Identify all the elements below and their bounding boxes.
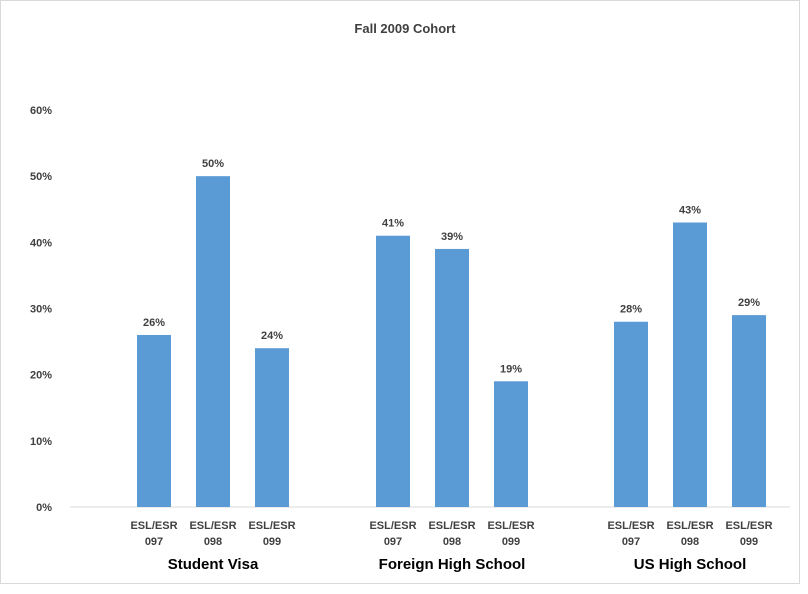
category-label: ESL/ESR: [607, 520, 654, 532]
bar: [494, 381, 528, 507]
bar: [732, 315, 766, 507]
category-label: ESL/ESR: [248, 520, 295, 532]
data-label: 26%: [143, 317, 165, 329]
y-tick-label: 0%: [36, 502, 52, 514]
data-label: 39%: [441, 231, 463, 243]
category-label: ESL/ESR: [369, 520, 416, 532]
group-labels: Student Visa Foreign High School US High S…: [168, 556, 747, 573]
bar: [376, 235, 410, 507]
group-label: Student Visa: [168, 556, 259, 573]
bar: [435, 248, 469, 507]
category-label: 098: [443, 536, 461, 548]
bar: [614, 321, 648, 507]
group-label: Foreign High School: [379, 556, 526, 573]
category-label: ESL/ESR: [189, 520, 236, 532]
category-label: 097: [145, 536, 163, 548]
group-label: US High School: [634, 556, 747, 573]
data-label: 28%: [620, 304, 642, 316]
bar: [196, 176, 230, 507]
chart-title: Fall 2009 Cohort: [354, 21, 456, 36]
category-labels: ESL/ESR 097 ESL/ESR 098 ESL/ESR 099 ESL/ESR 097…: [130, 520, 772, 548]
bar: [255, 348, 289, 507]
bar: [673, 222, 707, 507]
category-label: ESL/ESR: [428, 520, 475, 532]
y-tick-label: 50%: [30, 171, 52, 183]
y-tick-label: 20%: [30, 370, 52, 382]
category-label: ESL/ESR: [487, 520, 534, 532]
data-label: 41%: [382, 218, 404, 230]
y-axis-ticks: 0% 10% 20% 30% 40% 50% 60%: [30, 105, 52, 514]
data-label: 29%: [738, 297, 760, 309]
category-label: 097: [384, 536, 402, 548]
data-labels: 26% 50% 24% 41% 39% 19% 28% 43% 29%: [143, 158, 760, 375]
y-tick-label: 10%: [30, 436, 52, 448]
bar: [137, 334, 171, 507]
category-label: 097: [622, 536, 640, 548]
bars: [137, 176, 766, 507]
category-label: 099: [740, 536, 758, 548]
y-tick-label: 60%: [30, 105, 52, 117]
category-label: 098: [681, 536, 699, 548]
category-label: ESL/ESR: [725, 520, 772, 532]
y-tick-label: 40%: [30, 237, 52, 249]
category-label: ESL/ESR: [130, 520, 177, 532]
data-label: 50%: [202, 158, 224, 170]
y-tick-label: 30%: [30, 304, 52, 316]
data-label: 43%: [679, 204, 701, 216]
category-label: 099: [502, 536, 520, 548]
data-label: 19%: [500, 363, 522, 375]
data-label: 24%: [261, 330, 283, 342]
category-label: ESL/ESR: [666, 520, 713, 532]
category-label: 098: [204, 536, 222, 548]
category-label: 099: [263, 536, 281, 548]
